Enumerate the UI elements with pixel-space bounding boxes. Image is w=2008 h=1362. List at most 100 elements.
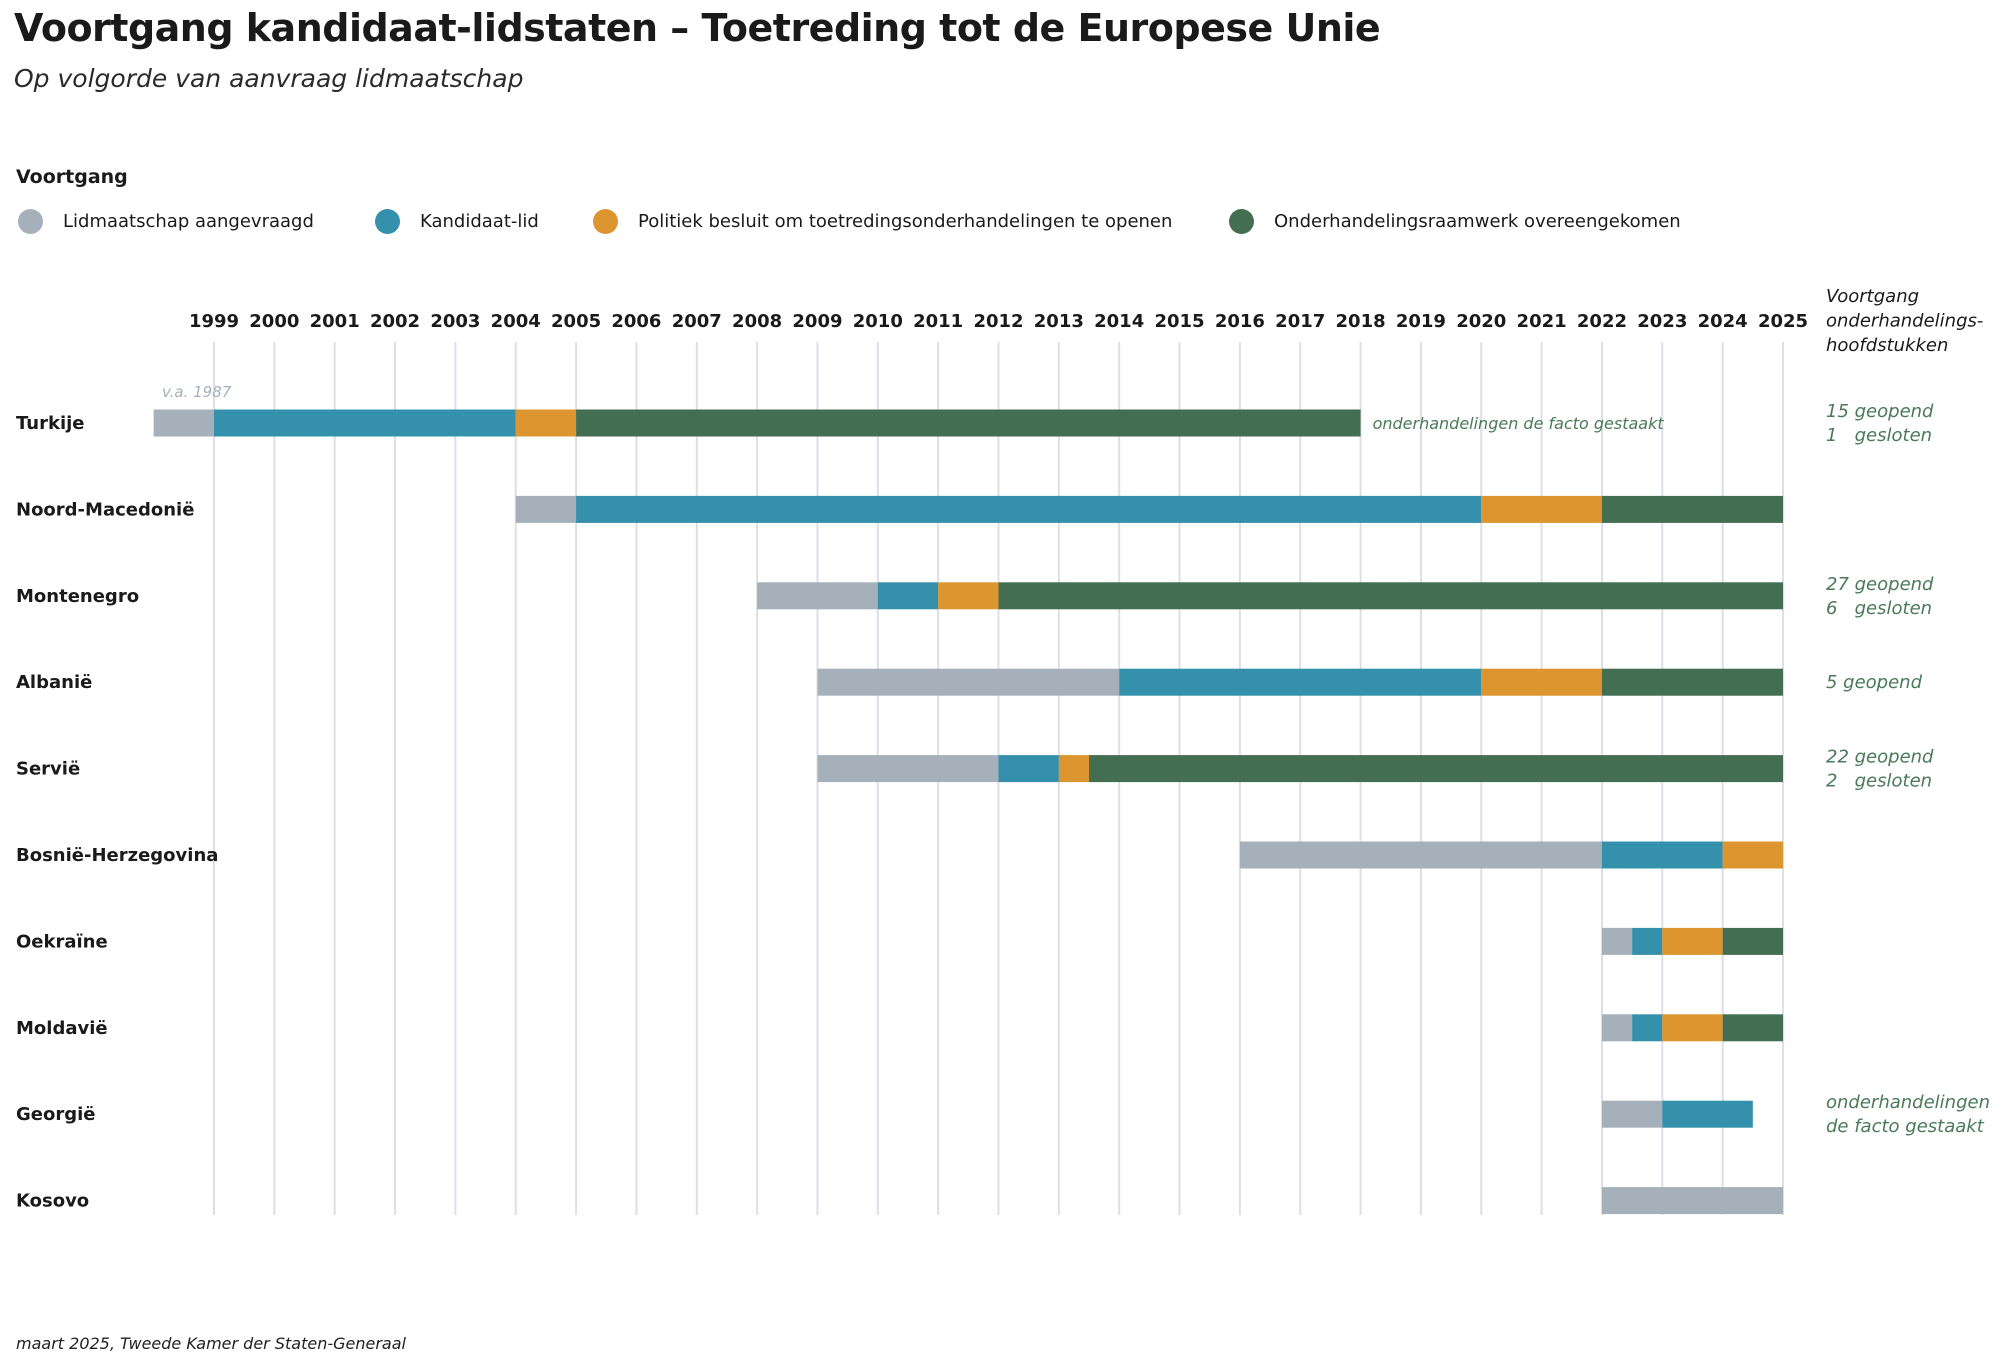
x-tick-label: 2003 (430, 311, 480, 332)
x-tick-label: 2020 (1456, 311, 1506, 332)
legend-item-aangevraagd: Lidmaatschap aangevraagd (18, 207, 314, 235)
chapters-status: 22 geopend (1826, 747, 1934, 768)
bar-segment-kandidaat (877, 582, 939, 610)
legend-swatch-besluit (593, 208, 618, 234)
row-label: Bosnië-Herzegovina (16, 845, 218, 866)
x-tick-label: 2012 (973, 311, 1023, 332)
bar-segment-raamwerk (1722, 1014, 1783, 1042)
bar-segment-aangevraagd (1239, 841, 1602, 869)
chapters-status: de facto gestaakt (1826, 1116, 1985, 1137)
bar-segment-kandidaat (1119, 668, 1482, 696)
legend-item-raamwerk: Onderhandelingsraamwerk overeengekomen (1229, 207, 1681, 235)
x-tick-label: 2013 (1034, 311, 1084, 332)
bar-segment-kandidaat (998, 755, 1059, 783)
bar-segment-raamwerk (1722, 927, 1783, 955)
bar-segment-aangevraagd (1601, 1187, 1783, 1215)
bar-segment-besluit (1662, 927, 1723, 955)
bar-segment-raamwerk (1089, 755, 1783, 783)
x-tick-label: 2025 (1758, 311, 1808, 332)
x-tick-label: 2019 (1396, 311, 1446, 332)
right-column-header: onderhandelings- (1826, 311, 1983, 332)
chapters-status: 5 geopend (1826, 672, 1923, 693)
legend-label: Kandidaat-lid (420, 210, 539, 232)
bar-segment-raamwerk (1601, 495, 1783, 523)
chapters-status: 15 geopend (1826, 401, 1934, 422)
bar-segment-raamwerk (1601, 668, 1783, 696)
legend-item-kandidaat: Kandidaat-lid (375, 207, 539, 235)
bar-segment-besluit (515, 409, 577, 437)
row-label: Turkije (16, 413, 85, 434)
x-tick-label: 2006 (611, 311, 661, 332)
row-label: Kosovo (16, 1191, 89, 1212)
bar-segment-aangevraagd (817, 755, 999, 783)
early-start-note: v.a. 1987 (162, 383, 232, 401)
legend-swatch-raamwerk (1229, 208, 1254, 234)
x-tick-label: 2018 (1336, 311, 1386, 332)
row-label: Montenegro (16, 586, 139, 607)
x-tick-label: 2014 (1094, 311, 1144, 332)
bar-segment-aangevraagd (1601, 1100, 1663, 1128)
legend-title: Voortgang (16, 166, 128, 188)
chart-title: Voortgang kandidaat-lidstaten – Toetredi… (14, 6, 1381, 50)
x-tick-label: 2016 (1215, 311, 1265, 332)
bar-segment-aangevraagd (1601, 927, 1633, 955)
x-tick-label: 2004 (491, 311, 541, 332)
bar-segment-kandidaat (1601, 841, 1723, 869)
bar-segment-besluit (1722, 841, 1783, 869)
legend-label: Onderhandelingsraamwerk overeengekomen (1274, 210, 1681, 232)
x-tick-label: 2023 (1637, 311, 1687, 332)
x-tick-label: 2001 (310, 311, 360, 332)
x-tick-label: 1999 (189, 311, 239, 332)
x-tick-label: 2007 (672, 311, 722, 332)
x-tick-label: 2002 (370, 311, 420, 332)
x-tick-label: 2008 (732, 311, 782, 332)
bar-segment-aangevraagd (153, 409, 214, 437)
chapters-status: 27 geopend (1826, 574, 1934, 595)
chapters-status: onderhandelingen (1826, 1092, 1990, 1113)
x-tick-label: 2000 (249, 311, 299, 332)
chapters-status: 2 gesloten (1826, 771, 1932, 792)
bar-segment-kandidaat (214, 409, 516, 437)
right-column-header: Voortgang (1826, 286, 1919, 307)
x-tick-label: 2005 (551, 311, 601, 332)
x-tick-label: 2024 (1698, 311, 1748, 332)
bar-segment-kandidaat (576, 495, 1482, 523)
x-tick-label: 2009 (792, 311, 842, 332)
inline-status-note: onderhandelingen de facto gestaakt (1373, 414, 1665, 433)
bar-segment-besluit (1058, 755, 1090, 783)
row-label: Georgië (16, 1104, 96, 1125)
legend-swatch-kandidaat (375, 208, 400, 234)
right-column-header: hoofdstukken (1826, 335, 1948, 356)
row-label: Servië (16, 759, 80, 780)
x-tick-label: 2022 (1577, 311, 1627, 332)
footer-source: maart 2025, Tweede Kamer der Staten-Gene… (16, 1334, 406, 1353)
legend-label: Politiek besluit om toetredingsonderhand… (638, 210, 1173, 232)
legend-item-besluit: Politiek besluit om toetredingsonderhand… (593, 207, 1172, 235)
bar-segment-besluit (1481, 668, 1602, 696)
legend-label: Lidmaatschap aangevraagd (63, 210, 314, 232)
row-label: Noord-Macedonië (16, 499, 194, 520)
chapters-status: 6 gesloten (1826, 598, 1932, 619)
bar-segment-raamwerk (576, 409, 1361, 437)
bar-segment-besluit (1481, 495, 1602, 523)
bar-segment-aangevraagd (817, 668, 1120, 696)
bar-segment-aangevraagd (1601, 1014, 1633, 1042)
bar-segment-aangevraagd (515, 495, 577, 523)
bar-segment-raamwerk (998, 582, 1783, 610)
x-tick-label: 2015 (1154, 311, 1204, 332)
chapters-status: 1 gesloten (1826, 425, 1932, 446)
row-label: Albanië (16, 672, 92, 693)
x-tick-label: 2021 (1517, 311, 1567, 332)
bar-segment-kandidaat (1632, 1014, 1663, 1042)
row-label: Moldavië (16, 1018, 108, 1039)
bar-segment-besluit (938, 582, 999, 610)
row-label: Oekraïne (16, 931, 108, 952)
legend-swatch-aangevraagd (18, 208, 43, 234)
chart-subtitle: Op volgorde van aanvraag lidmaatschap (14, 64, 524, 93)
x-tick-label: 2017 (1275, 311, 1325, 332)
x-tick-label: 2011 (913, 311, 963, 332)
bar-segment-kandidaat (1662, 1100, 1753, 1128)
bar-segment-kandidaat (1632, 927, 1663, 955)
x-tick-label: 2010 (853, 311, 903, 332)
